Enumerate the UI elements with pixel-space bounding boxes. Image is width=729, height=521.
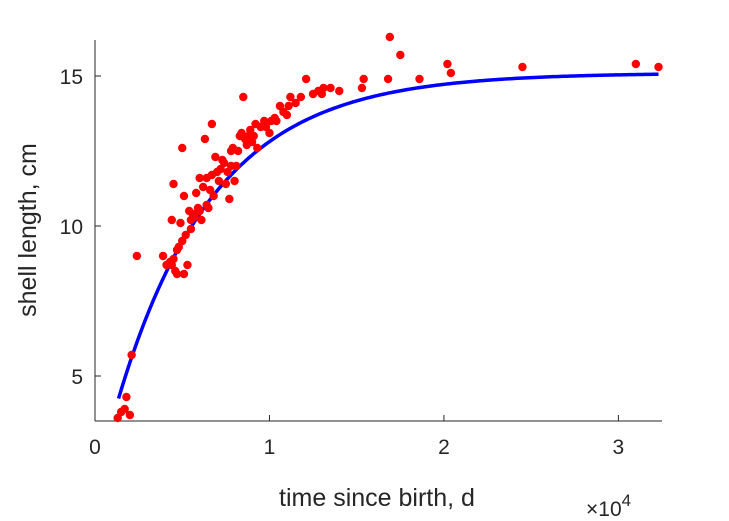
data-point: [230, 176, 239, 186]
data-point: [207, 119, 217, 129]
data-point: [176, 218, 185, 228]
data-point: [239, 92, 248, 102]
data-point: [169, 254, 178, 264]
data-point: [249, 131, 258, 141]
x-axis-label: time since birth, d: [279, 484, 475, 512]
data-point: [186, 224, 196, 234]
data-point: [120, 404, 129, 414]
data-point: [265, 128, 274, 138]
data-point: [211, 152, 220, 162]
y-tick-label: 5: [71, 366, 83, 389]
data-point: [631, 59, 641, 69]
data-point: [204, 203, 213, 213]
data-point: [167, 215, 176, 225]
data-point: [286, 92, 295, 102]
data-point: [357, 83, 367, 93]
y-tick-label: 15: [60, 66, 83, 89]
x-tick-label: 3: [613, 436, 625, 459]
data-point: [319, 83, 328, 93]
data-point: [296, 92, 306, 102]
data-point: [291, 98, 300, 108]
data-point: [385, 32, 395, 42]
data-point: [190, 212, 199, 222]
data-point: [172, 269, 182, 279]
x-tick-label: 2: [438, 436, 450, 459]
data-point: [282, 110, 292, 120]
data-point: [127, 350, 136, 360]
y-tick-label: 10: [60, 216, 83, 239]
data-point: [301, 74, 311, 84]
axes: 0 1 2 3 5 10 15: [60, 40, 662, 459]
data-point: [232, 161, 241, 171]
data-point: [200, 134, 210, 144]
data-point: [359, 74, 368, 84]
y-axis-label: shell length, cm: [14, 143, 42, 317]
fit-curve: [116, 72, 659, 400]
data-point: [284, 101, 293, 111]
data-point: [253, 143, 262, 153]
data-point: [221, 179, 231, 189]
data-point: [443, 59, 452, 69]
x-axis-multiplier-base: ×10: [586, 498, 622, 521]
data-point: [326, 83, 335, 93]
data-point: [335, 86, 344, 96]
data-point: [654, 62, 663, 72]
data-point: [158, 251, 168, 261]
data-point: [198, 182, 208, 192]
data-point: [125, 410, 135, 420]
data-point: [183, 260, 192, 270]
fit-curve-layer: [116, 72, 659, 400]
data-point: [209, 191, 218, 201]
data-point: [179, 191, 189, 201]
data-points-layer: [113, 32, 663, 423]
data-point: [197, 215, 206, 225]
data-point: [233, 146, 243, 156]
x-axis-multiplier: ×104: [586, 491, 631, 521]
data-point: [191, 188, 201, 198]
data-point: [181, 230, 190, 240]
data-point: [214, 176, 224, 186]
x-tick-label: 0: [89, 436, 101, 459]
data-point: [179, 269, 189, 279]
data-point: [169, 179, 178, 189]
data-point: [446, 68, 456, 78]
data-point: [415, 74, 424, 84]
data-point: [195, 173, 204, 183]
data-point: [195, 206, 204, 216]
data-point: [396, 50, 405, 60]
data-point: [132, 251, 142, 261]
data-point: [272, 116, 281, 126]
data-point: [219, 158, 229, 168]
data-point: [225, 194, 234, 204]
x-tick-label: 1: [264, 436, 276, 459]
data-point: [518, 62, 527, 72]
data-point: [178, 143, 187, 153]
data-point: [383, 74, 393, 84]
data-point: [122, 392, 131, 402]
x-axis-multiplier-exponent: 4: [622, 491, 631, 510]
